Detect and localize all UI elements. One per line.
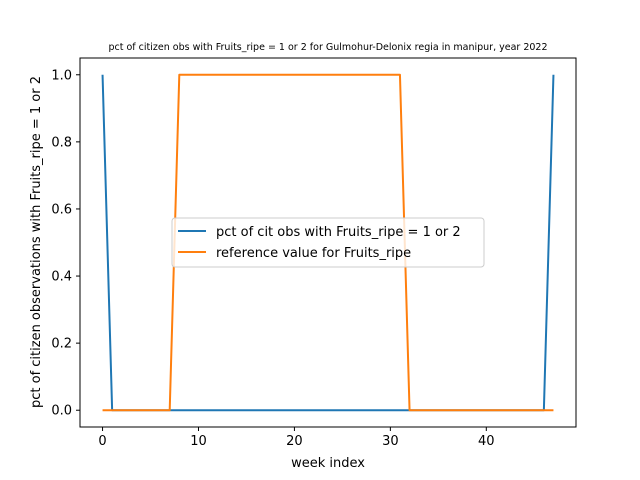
y-tick-label: 0.8 — [51, 135, 72, 150]
y-tick-label: 0.4 — [51, 270, 72, 285]
x-axis-ticks: 0 10 20 30 40 — [98, 427, 495, 449]
y-tick-label: 0.2 — [51, 337, 72, 352]
x-tick-label: 40 — [478, 434, 495, 449]
legend: pct of cit obs with Fruits_ripe = 1 or 2… — [171, 217, 485, 268]
x-tick-label: 10 — [190, 434, 207, 449]
series-line-1 — [101, 74, 555, 412]
legend-label-series-1: pct of cit obs with Fruits_ripe = 1 or 2 — [216, 225, 461, 240]
chart-title: pct of citizen obs with Fruits_ripe = 1 … — [108, 42, 547, 53]
x-tick-label: 30 — [382, 434, 399, 449]
series-line-2 — [102, 73, 554, 412]
x-tick-label: 20 — [286, 434, 303, 449]
x-axis-label: week index — [291, 456, 365, 471]
y-tick-label: 0.6 — [51, 202, 72, 217]
plot-area — [79, 57, 577, 428]
y-tick-label: 0.0 — [51, 404, 72, 419]
legend-label-series-2: reference value for Fruits_ripe — [216, 246, 411, 261]
y-tick-label: 1.0 — [51, 68, 72, 83]
x-tick-label: 0 — [98, 434, 106, 449]
y-axis-ticks: 0.0 0.2 0.4 0.6 0.8 1.0 — [51, 68, 80, 419]
y-axis-label: pct of citizen observations with Fruits_… — [29, 76, 44, 408]
series-lines — [101, 73, 555, 412]
axes-frame — [79, 57, 577, 428]
legend-box — [171, 217, 485, 268]
